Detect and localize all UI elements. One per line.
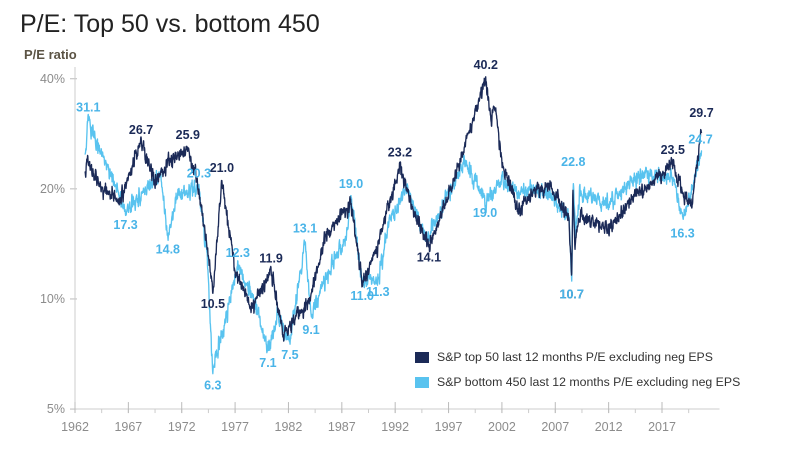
svg-text:12.3: 12.3 — [226, 246, 250, 260]
svg-text:11.3: 11.3 — [366, 285, 390, 299]
svg-text:23.5: 23.5 — [661, 143, 685, 157]
svg-text:5%: 5% — [47, 402, 65, 416]
svg-text:10.7: 10.7 — [560, 288, 584, 302]
svg-text:19.0: 19.0 — [473, 206, 497, 220]
svg-text:1962: 1962 — [61, 420, 89, 434]
svg-text:21.0: 21.0 — [210, 161, 234, 175]
svg-text:2012: 2012 — [595, 420, 623, 434]
svg-text:7.1: 7.1 — [259, 356, 276, 370]
svg-text:2002: 2002 — [488, 420, 516, 434]
svg-text:2017: 2017 — [648, 420, 676, 434]
svg-text:1997: 1997 — [435, 420, 463, 434]
svg-text:1972: 1972 — [168, 420, 196, 434]
svg-text:24.7: 24.7 — [688, 132, 712, 146]
svg-text:23.2: 23.2 — [388, 145, 412, 159]
svg-text:1967: 1967 — [114, 420, 142, 434]
svg-text:29.7: 29.7 — [689, 106, 713, 120]
svg-text:19.0: 19.0 — [339, 177, 363, 191]
svg-text:14.8: 14.8 — [156, 243, 180, 257]
svg-text:6.3: 6.3 — [204, 378, 221, 392]
svg-text:20%: 20% — [40, 182, 65, 196]
svg-text:31.1: 31.1 — [76, 100, 100, 114]
svg-text:1982: 1982 — [275, 420, 303, 434]
svg-text:25.9: 25.9 — [176, 128, 200, 142]
svg-text:17.3: 17.3 — [113, 218, 137, 232]
svg-text:40.2: 40.2 — [474, 58, 498, 72]
svg-text:20.3: 20.3 — [187, 166, 211, 180]
svg-text:1992: 1992 — [381, 420, 409, 434]
svg-text:16.3: 16.3 — [670, 227, 694, 241]
svg-text:14.1: 14.1 — [417, 250, 441, 264]
svg-text:13.1: 13.1 — [293, 222, 317, 236]
svg-text:26.7: 26.7 — [129, 123, 153, 137]
svg-text:10%: 10% — [40, 292, 65, 306]
svg-text:2007: 2007 — [541, 420, 569, 434]
svg-text:7.5: 7.5 — [281, 348, 298, 362]
svg-text:1987: 1987 — [328, 420, 356, 434]
svg-text:40%: 40% — [40, 72, 65, 86]
svg-text:1977: 1977 — [221, 420, 249, 434]
svg-text:10.5: 10.5 — [201, 297, 225, 311]
svg-text:11.9: 11.9 — [259, 251, 283, 265]
svg-text:9.1: 9.1 — [302, 323, 319, 337]
svg-text:22.8: 22.8 — [561, 155, 585, 169]
